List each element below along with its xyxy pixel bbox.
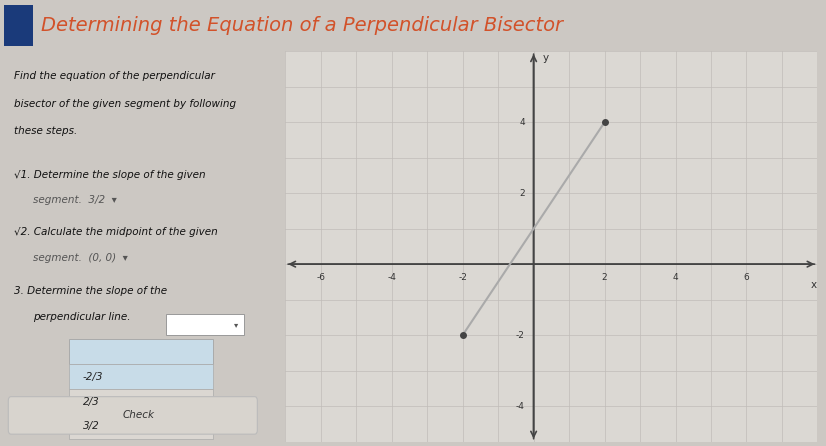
- FancyBboxPatch shape: [69, 364, 213, 389]
- Text: these steps.: these steps.: [14, 126, 77, 136]
- Text: -4: -4: [516, 401, 525, 411]
- Text: segment.  3/2  ▾: segment. 3/2 ▾: [33, 195, 117, 205]
- Text: 4: 4: [672, 273, 678, 282]
- FancyBboxPatch shape: [8, 396, 258, 434]
- Text: 4: 4: [519, 118, 525, 127]
- FancyBboxPatch shape: [69, 339, 213, 364]
- Text: segment.  (0, 0)  ▾: segment. (0, 0) ▾: [33, 252, 128, 263]
- Text: perpendicular line.: perpendicular line.: [33, 312, 131, 322]
- Text: -4: -4: [387, 273, 396, 282]
- Text: √2. Calculate the midpoint of the given: √2. Calculate the midpoint of the given: [14, 227, 217, 237]
- Text: -2/3: -2/3: [83, 372, 103, 382]
- Text: y: y: [543, 53, 548, 63]
- Text: -2: -2: [458, 273, 467, 282]
- Text: -2: -2: [516, 330, 525, 339]
- Text: 3. Determine the slope of the: 3. Determine the slope of the: [14, 286, 167, 296]
- Text: x: x: [811, 280, 817, 290]
- FancyBboxPatch shape: [166, 314, 244, 335]
- Text: -6: -6: [316, 273, 325, 282]
- FancyBboxPatch shape: [4, 5, 33, 46]
- Text: ▾: ▾: [234, 320, 238, 329]
- FancyBboxPatch shape: [69, 414, 213, 439]
- Text: Determining the Equation of a Perpendicular Bisector: Determining the Equation of a Perpendicu…: [41, 16, 563, 35]
- Text: 2: 2: [602, 273, 607, 282]
- Text: 6: 6: [743, 273, 749, 282]
- FancyBboxPatch shape: [69, 389, 213, 414]
- Text: bisector of the given segment by following: bisector of the given segment by followi…: [14, 99, 236, 109]
- Text: 2/3: 2/3: [83, 396, 100, 407]
- Text: 3/2: 3/2: [83, 421, 100, 431]
- Text: √1. Determine the slope of the given: √1. Determine the slope of the given: [14, 170, 206, 180]
- Text: 2: 2: [519, 189, 525, 198]
- Text: Check: Check: [122, 410, 154, 421]
- Text: Find the equation of the perpendicular: Find the equation of the perpendicular: [14, 71, 215, 81]
